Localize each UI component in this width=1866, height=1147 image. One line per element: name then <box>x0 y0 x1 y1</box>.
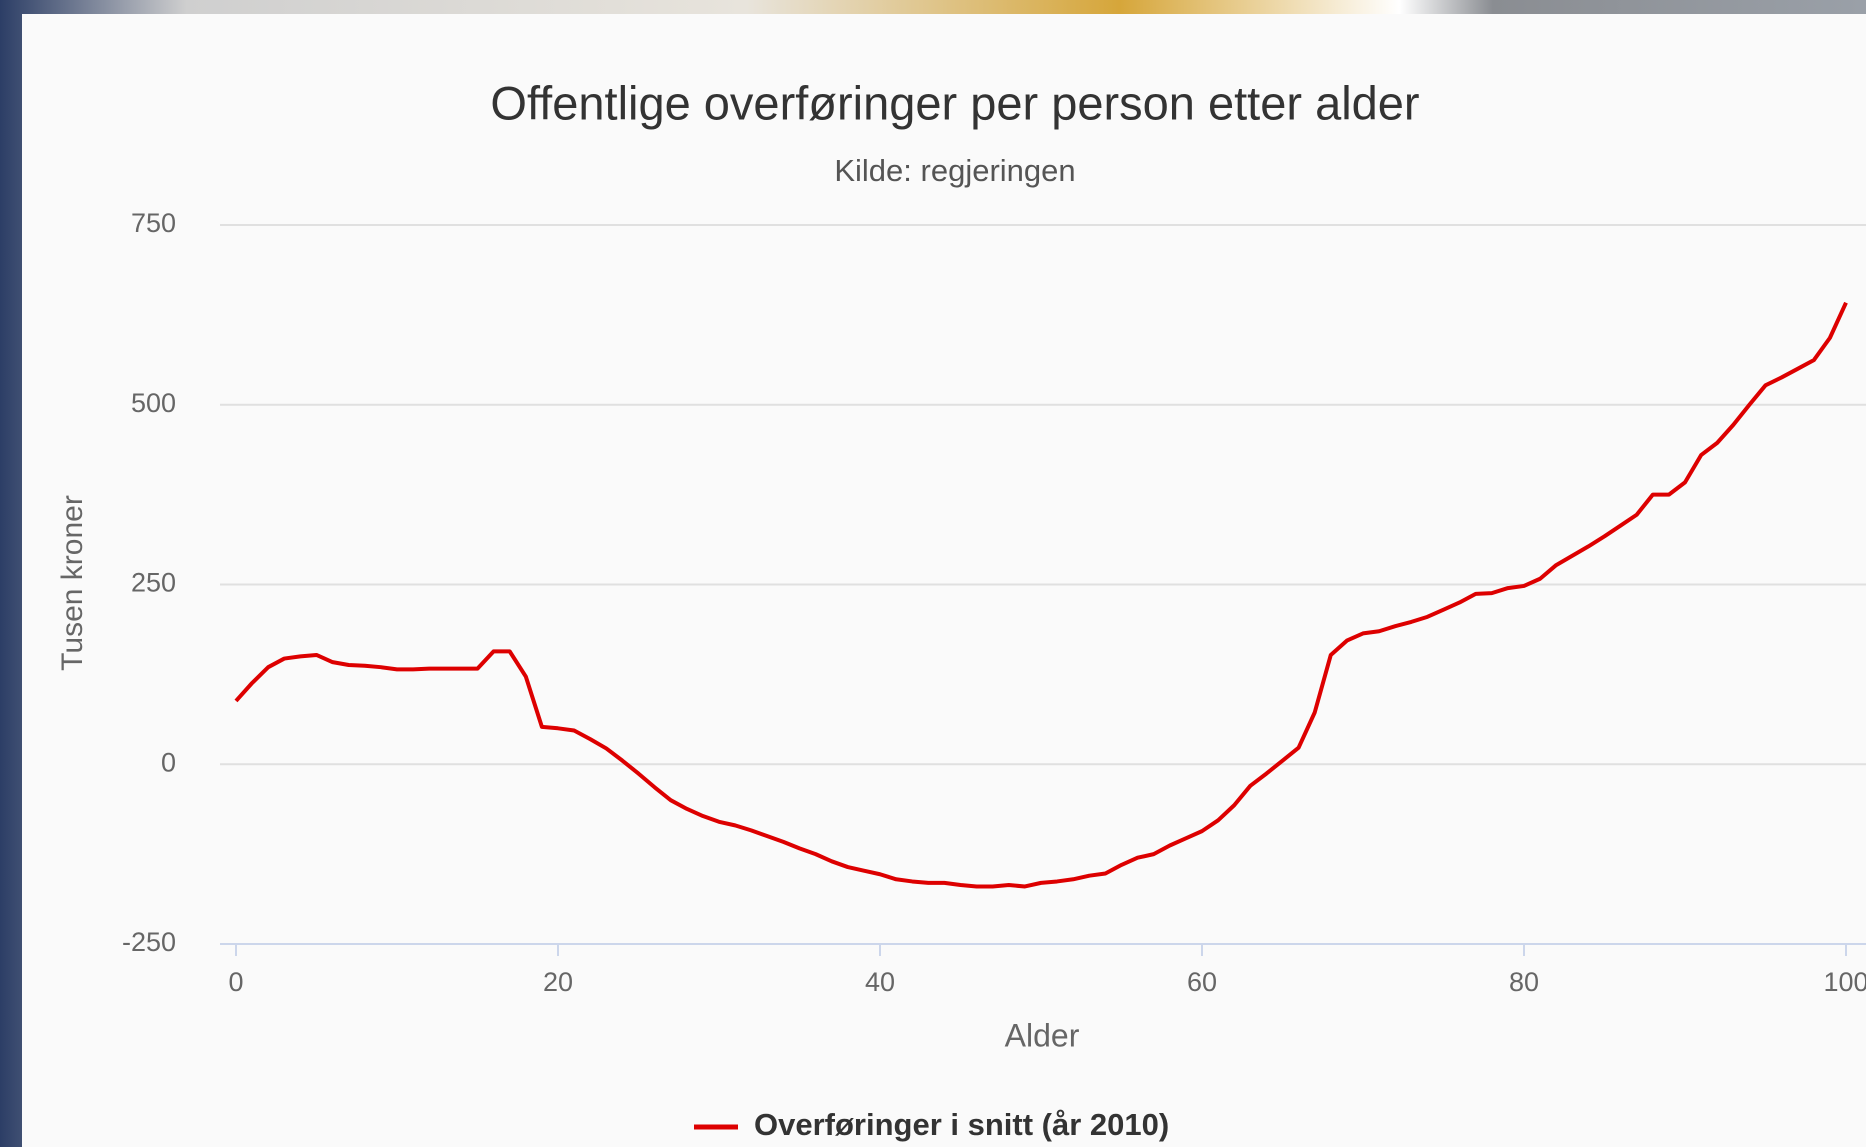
y-axis-label: Tusen kroner <box>56 495 89 671</box>
chart-title: Offentlige overføringer per person etter… <box>490 76 1419 129</box>
chart-card <box>22 14 1866 1147</box>
legend-label: Overføringer i snitt (år 2010) <box>754 1107 1169 1142</box>
chart-subtitle: Kilde: regjeringen <box>834 153 1075 188</box>
y-tick-label: 750 <box>131 208 176 238</box>
data-line <box>234 301 1848 889</box>
x-tick-label: 0 <box>228 967 243 997</box>
x-axis-label: Alder <box>1005 1017 1080 1053</box>
y-tick-label: -250 <box>122 927 176 957</box>
x-tick-label: 100 <box>1823 967 1866 997</box>
x-tick-label: 40 <box>865 967 895 997</box>
y-tick-label: 250 <box>131 568 176 598</box>
x-tick-label: 20 <box>543 967 573 997</box>
x-tick-label: 80 <box>1509 967 1539 997</box>
y-tick-label: 500 <box>131 388 176 418</box>
x-tick-label: 60 <box>1187 967 1217 997</box>
y-tick-label: 0 <box>161 747 176 777</box>
